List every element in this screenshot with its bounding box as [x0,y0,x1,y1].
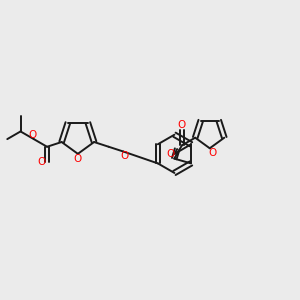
Text: O: O [208,148,217,158]
Text: O: O [74,154,82,164]
Text: O: O [177,120,185,130]
Text: O: O [166,149,174,159]
Text: O: O [121,152,129,161]
Text: O: O [38,157,46,167]
Text: O: O [28,130,37,140]
